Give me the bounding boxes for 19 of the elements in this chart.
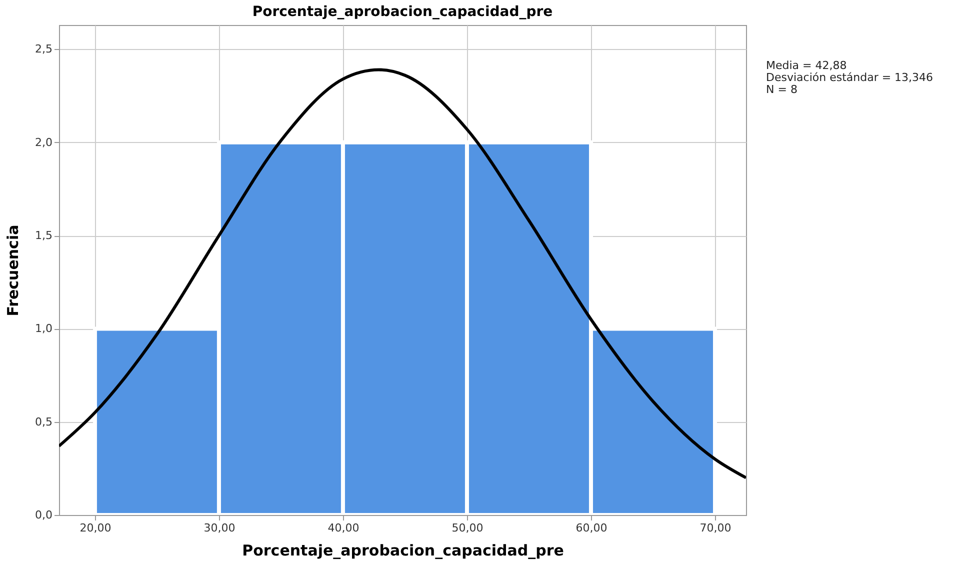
line-series — [59, 68, 746, 480]
y-tick-label: 2,5 — [35, 42, 52, 56]
x-axis-title: Porcentaje_aprobacion_capacidad_pre — [242, 542, 564, 560]
x-tick-label: 70,00 — [700, 522, 732, 534]
chart-title: Porcentaje_aprobacion_capacidad_pre — [252, 4, 553, 20]
text: Media = 42,88 — [766, 59, 848, 72]
y-tick-label: 1,5 — [35, 229, 52, 242]
text: N = 8 — [766, 83, 798, 96]
y-axis-title: Frecuencia — [4, 224, 22, 316]
y-tick-label: 0,0 — [35, 508, 52, 522]
y-tick-label: 1,0 — [35, 322, 52, 336]
y-tick-label: 2,0 — [35, 136, 52, 149]
x-tick-label: 60,00 — [576, 522, 608, 534]
text: Desviación estándar = 13,346 — [766, 71, 934, 84]
x-tick-label: 40,00 — [328, 522, 360, 534]
x-tick-label: 50,00 — [452, 522, 484, 534]
x-tick-label: 30,00 — [204, 522, 236, 534]
x-tick-label: 20,00 — [80, 522, 112, 534]
y-tick-label: 0,5 — [35, 415, 52, 428]
